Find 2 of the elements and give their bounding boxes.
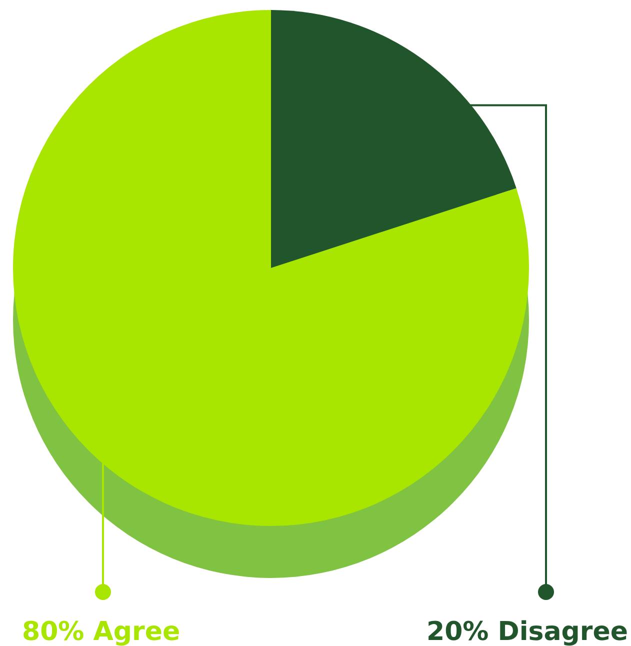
legend-label: 20% Disagree: [426, 617, 628, 646]
legend-label: 80% Agree: [22, 617, 180, 646]
